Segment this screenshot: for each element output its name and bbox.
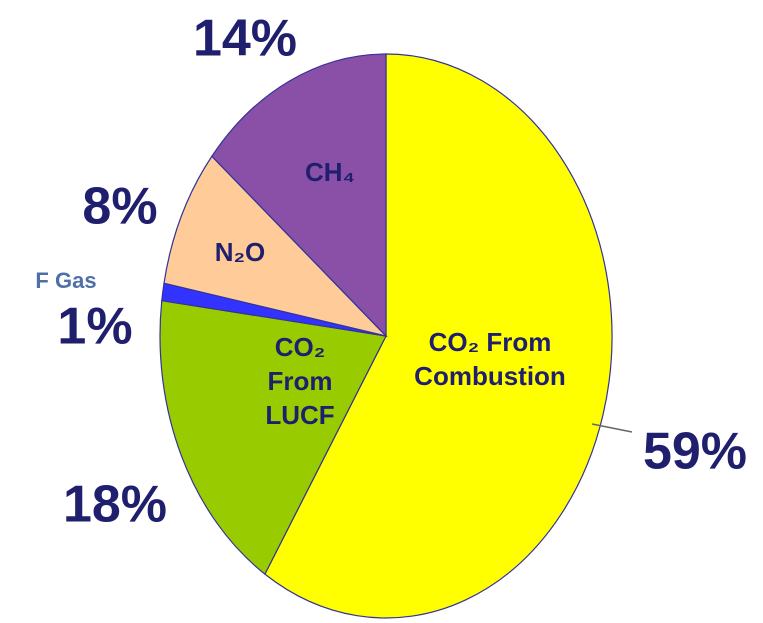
pie-slice — [159, 299, 387, 576]
value-label: 8% — [82, 178, 157, 236]
value-label: 1% — [57, 298, 132, 356]
slice-label: CH₄ — [305, 157, 355, 187]
slice-label: CO₂ From Combustion — [414, 327, 566, 391]
pie-slice — [211, 53, 387, 338]
value-label: 14% — [193, 10, 297, 68]
value-label: 18% — [63, 476, 167, 534]
slice-label-box: CO₂ From LUCF — [265, 332, 335, 430]
pie-slice — [163, 155, 388, 338]
slice-label: N₂O — [214, 237, 266, 267]
slice-label-box: CH₄ — [305, 157, 355, 187]
slice-label: CO₂ From LUCF — [265, 332, 335, 430]
slice-label-box: CO₂ From Combustion — [414, 327, 566, 391]
slice-label-box: N₂O — [214, 237, 266, 267]
slice-label: F Gas — [35, 268, 96, 293]
leader-line — [591, 423, 633, 433]
pie-slice — [264, 53, 613, 619]
value-label: 59% — [643, 423, 747, 481]
